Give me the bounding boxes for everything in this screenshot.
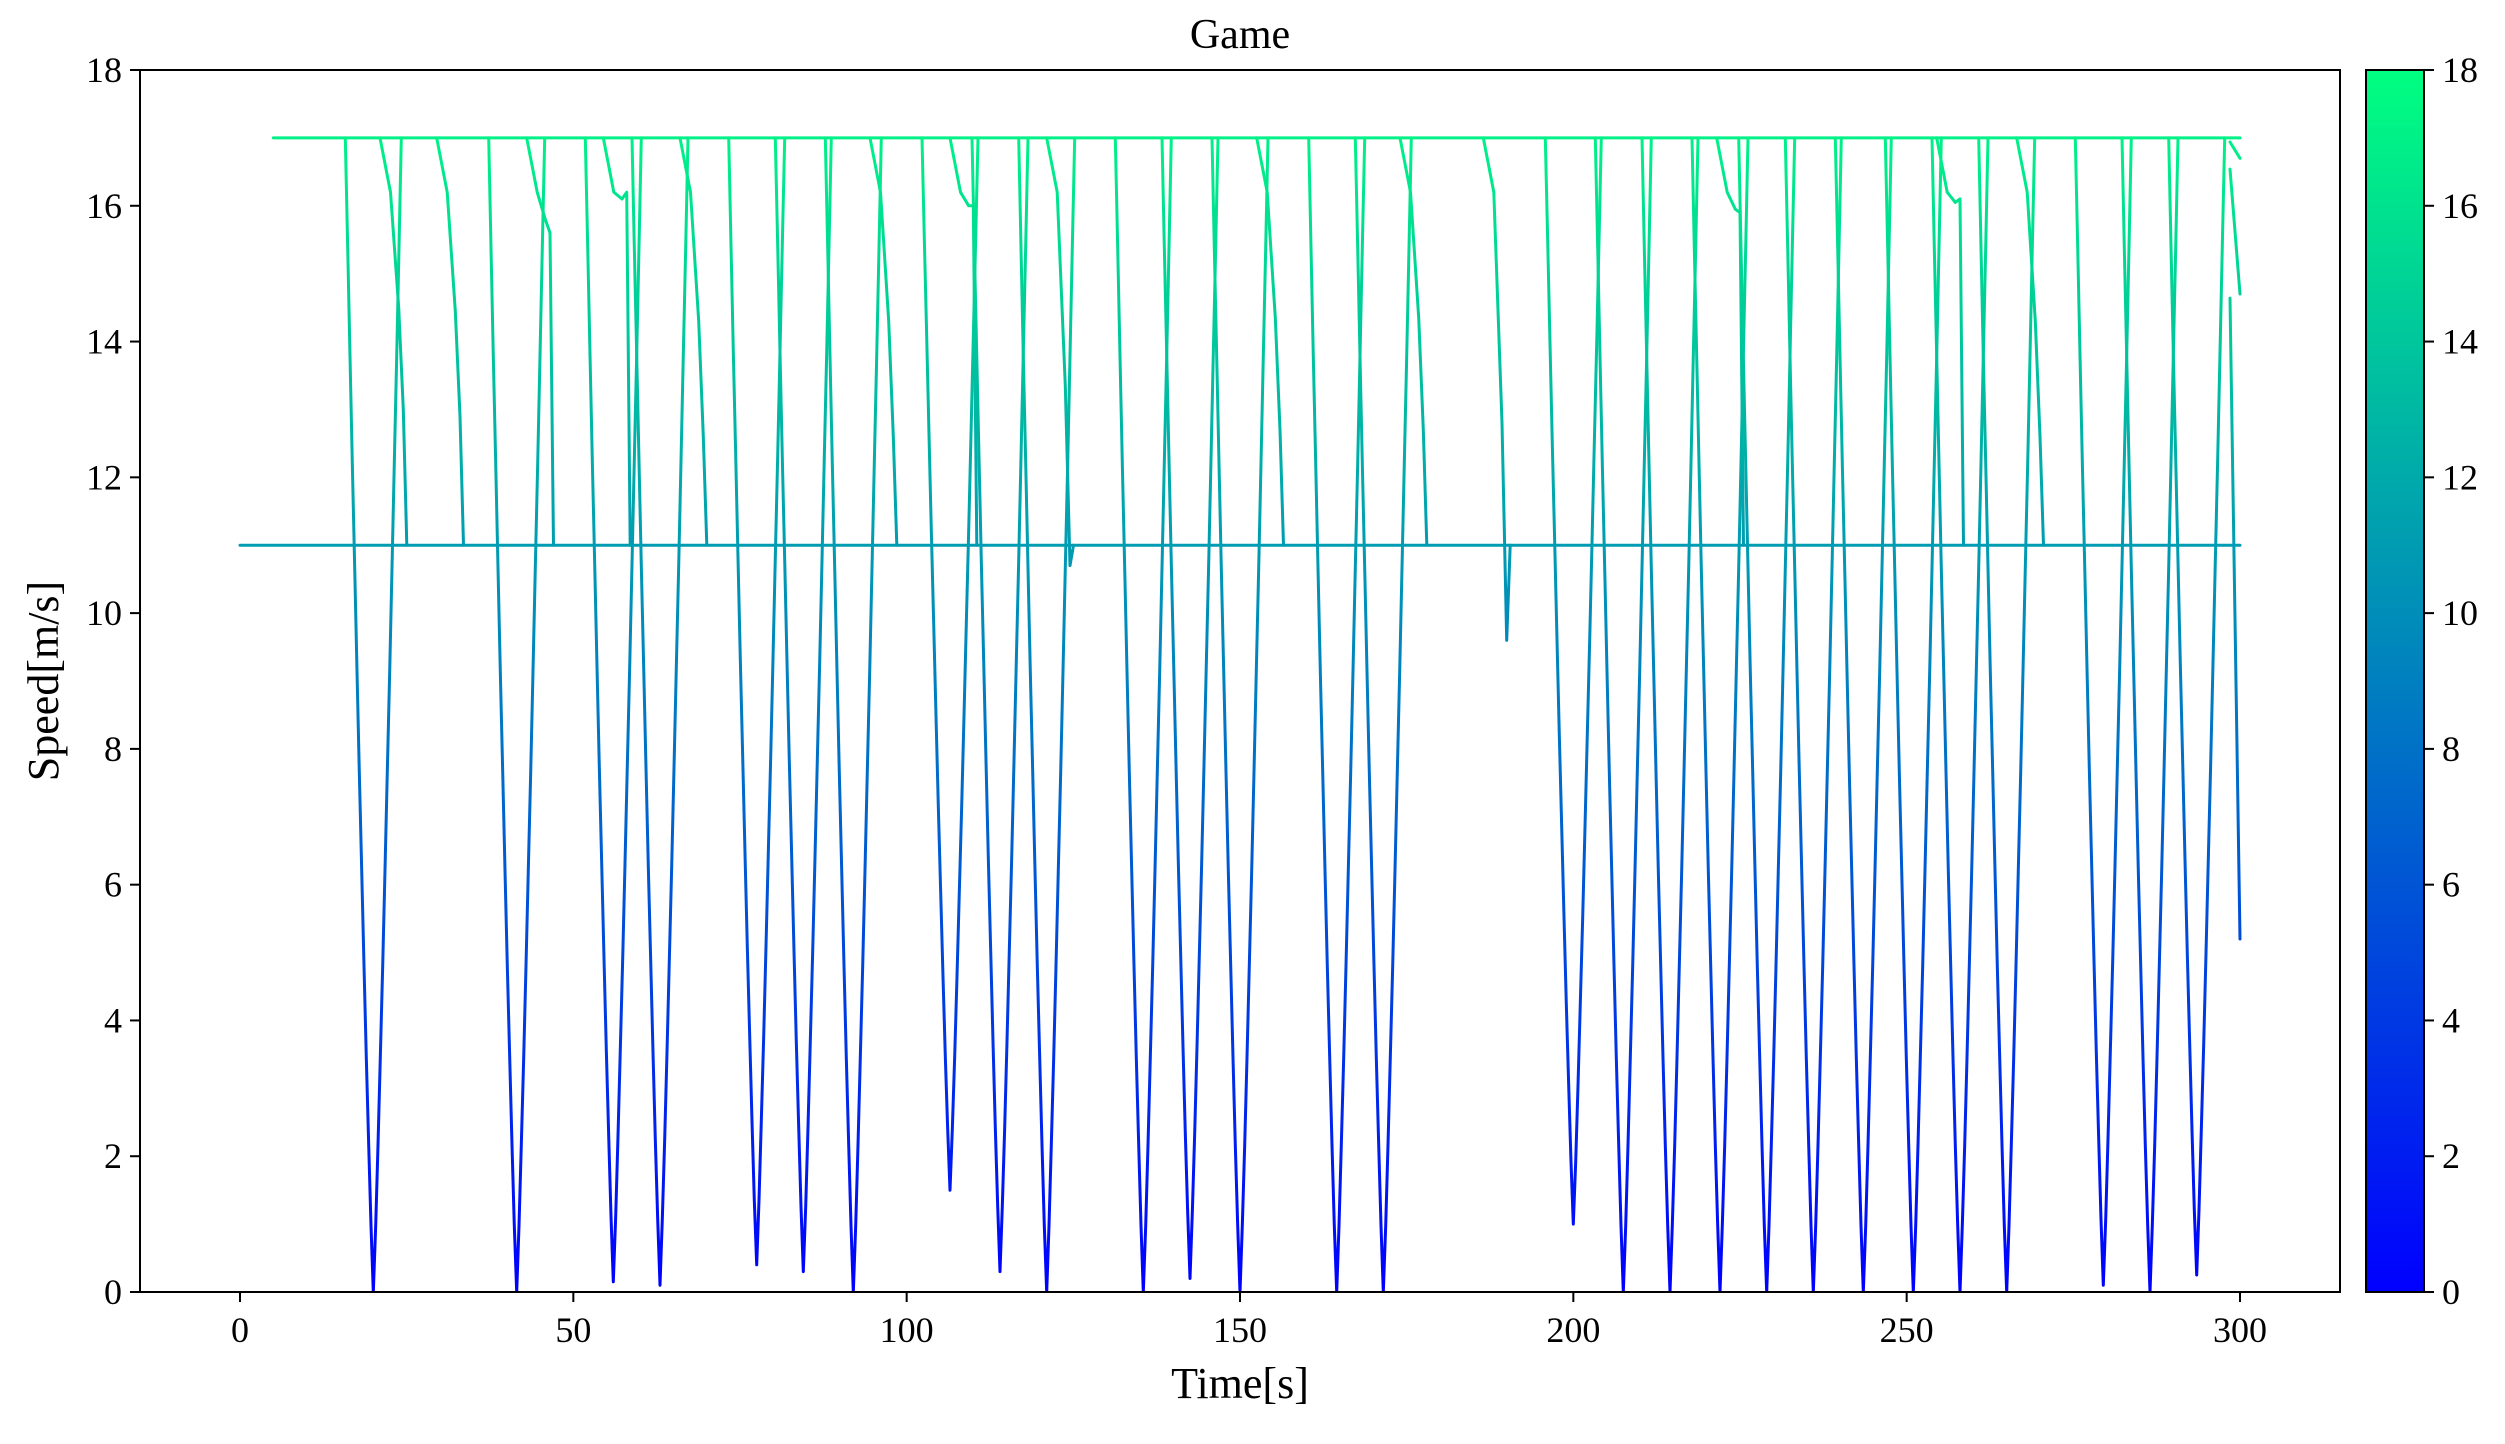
colorbar-tick-label: 8 [2442, 729, 2460, 769]
x-tick-label: 100 [880, 1310, 934, 1350]
colorbar-tick-label: 2 [2442, 1136, 2460, 1176]
colorbar-tick-label: 6 [2442, 865, 2460, 905]
stop-dip [773, 136, 833, 1274]
end-trace [2228, 296, 2242, 941]
x-tick-label: 200 [1546, 1310, 1600, 1350]
y-tick-label: 0 [104, 1272, 122, 1312]
end-trace [2228, 140, 2242, 160]
colorbar-tick-label: 16 [2442, 186, 2478, 226]
slowdown-dip [1045, 136, 1075, 568]
y-tick-label: 10 [86, 593, 122, 633]
x-axis-title: Time[s] [1171, 1359, 1309, 1408]
stop-dip [970, 136, 1030, 1274]
y-tick-label: 8 [104, 729, 122, 769]
colorbar-tick-label: 12 [2442, 457, 2478, 497]
colorbar-tick-label: 10 [2442, 593, 2478, 633]
stop-dip [1593, 136, 1653, 1292]
x-tick-label: 150 [1213, 1310, 1267, 1350]
x-tick-label: 50 [555, 1310, 591, 1350]
series-layer [238, 136, 2242, 1292]
x-tick-label: 250 [1880, 1310, 1934, 1350]
stop-dip [1307, 136, 1367, 1292]
stop-dip [1883, 136, 1943, 1292]
stop-dip [1783, 136, 1843, 1292]
stop-dip [1017, 136, 1077, 1292]
plot-frame [139, 69, 2341, 1293]
x-tick-label: 0 [231, 1310, 249, 1350]
stop-dip [2167, 136, 2227, 1277]
y-tick-label: 4 [104, 1000, 122, 1040]
stop-dip [1690, 136, 1750, 1292]
x-axis: 0 50 100 150 200 250 300 [231, 1292, 2267, 1350]
stop-dip [1930, 136, 1990, 1292]
stop-dip [1640, 136, 1700, 1292]
colorbar-tick-label: 4 [2442, 1000, 2460, 1040]
colorbar-axis: 0 2 4 6 8 10 12 14 16 18 [2424, 50, 2478, 1312]
slowdown-dip [1715, 136, 1745, 547]
slowdown-dip [435, 136, 465, 547]
slowdown-dip [868, 136, 899, 547]
stop-dip [1210, 136, 1270, 1292]
colorbar-tick-label: 18 [2442, 50, 2478, 90]
slowdown-dip [1935, 136, 1965, 547]
stop-dip [1543, 136, 1603, 1226]
slowdown-dip [378, 136, 409, 547]
slowdown-dip [2015, 136, 2045, 547]
stop-dip [1113, 136, 1173, 1292]
y-tick-label: 14 [86, 322, 122, 362]
y-tick-label: 16 [86, 186, 122, 226]
slowdown-dip [601, 136, 632, 547]
slowdown-dip [1398, 136, 1429, 547]
stop-dip [583, 136, 643, 1284]
stop-dip [2073, 136, 2133, 1287]
slowdown-dip [525, 136, 555, 547]
chart-title: Game [1190, 12, 1290, 58]
stop-dip [1160, 136, 1220, 1280]
y-axis-title: Speed[m/s] [19, 581, 68, 781]
y-tick-label: 18 [86, 50, 122, 90]
y-axis: 0 2 4 6 8 10 12 14 16 18 [86, 50, 140, 1312]
stop-dip [823, 136, 883, 1292]
y-tick-label: 12 [86, 457, 122, 497]
end-trace [2228, 167, 2242, 296]
slowdown-dip [1255, 136, 1285, 547]
slowdown-dip [678, 136, 709, 547]
x-tick-label: 300 [2213, 1310, 2267, 1350]
stop-dip [343, 136, 403, 1292]
slowdown-dip [948, 136, 979, 547]
stop-dip [1977, 136, 2037, 1292]
y-tick-label: 6 [104, 865, 122, 905]
stop-dip [2120, 136, 2180, 1292]
colorbar-tick-label: 14 [2442, 322, 2478, 362]
stop-dip [1833, 136, 1893, 1292]
slowdown-dip [1481, 136, 1512, 642]
stop-dip [487, 136, 547, 1292]
stop-dip [727, 136, 787, 1267]
stop-dip [1737, 136, 1797, 1292]
stop-dip [1353, 136, 1413, 1292]
y-tick-label: 2 [104, 1136, 122, 1176]
stop-dip [630, 136, 690, 1287]
colorbar [2365, 69, 2425, 1293]
colorbar-tick-label: 0 [2442, 1272, 2460, 1312]
stop-dip [920, 136, 980, 1192]
